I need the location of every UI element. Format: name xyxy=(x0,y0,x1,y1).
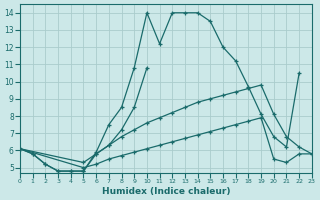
X-axis label: Humidex (Indice chaleur): Humidex (Indice chaleur) xyxy=(102,187,230,196)
